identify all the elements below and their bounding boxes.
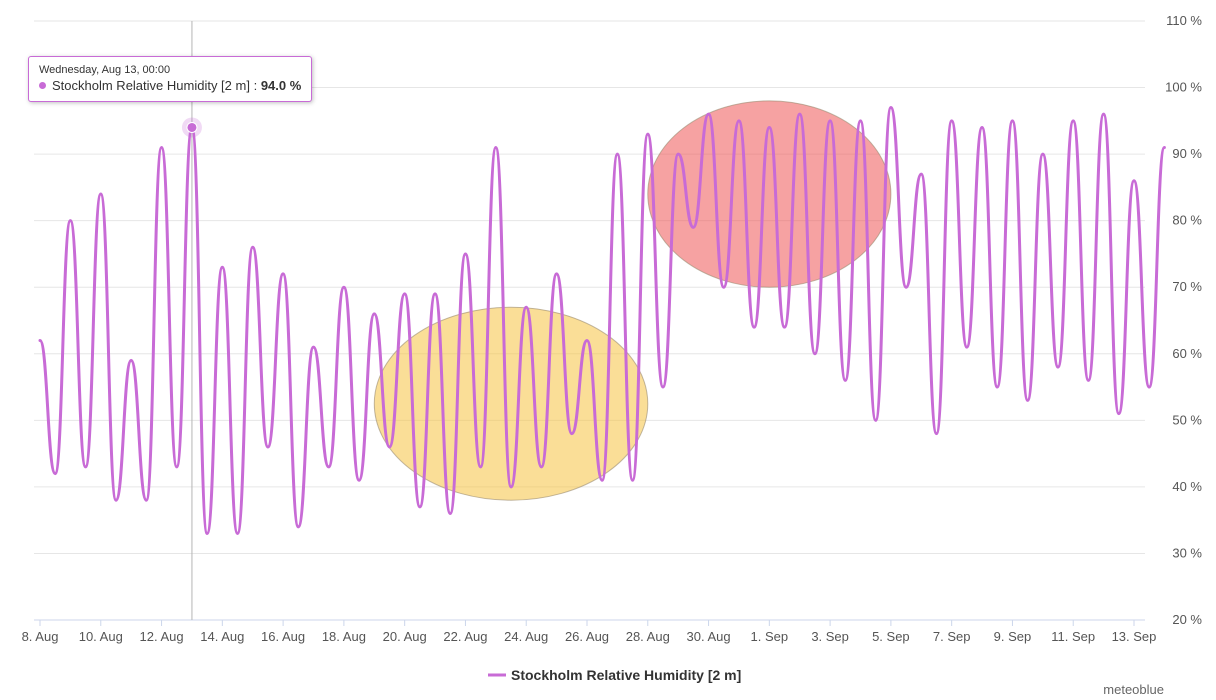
x-tick-label: 11. Sep xyxy=(1051,629,1095,644)
legend[interactable]: Stockholm Relative Humidity [2 m] xyxy=(488,667,741,683)
x-axis-labels: 8. Aug 10. Aug 12. Aug 14. Aug 16. Aug 18. Au… xyxy=(22,629,1157,644)
legend-label: Stockholm Relative Humidity [2 m] xyxy=(511,667,741,683)
tooltip-row: Stockholm Relative Humidity [2 m] : 94.0… xyxy=(39,77,301,95)
x-axis xyxy=(34,619,1145,626)
y-tick-label-50: 50 % xyxy=(1172,412,1202,427)
tooltip-value: 94.0 % xyxy=(260,78,302,93)
series-line-stockholm-humidity[interactable] xyxy=(38,106,1166,535)
x-tick-label: 24. Aug xyxy=(504,629,548,644)
y-axis-labels: 20 % 30 % 40 % 50 % 60 % 70 % 80 % 90 % 100 % 110… xyxy=(1165,13,1202,627)
hover-point[interactable] xyxy=(186,121,198,133)
x-tick-label: 8. Aug xyxy=(22,629,59,644)
y-tick-label-100: 100 % xyxy=(1165,80,1202,95)
x-tick-label: 5. Sep xyxy=(872,629,910,644)
tooltip-series-name: Stockholm Relative Humidity [2 m] xyxy=(52,78,250,93)
highlight-ellipse-1 xyxy=(373,306,649,501)
y-tick-label-70: 70 % xyxy=(1172,279,1202,294)
y-tick-label-110: 110 % xyxy=(1166,13,1202,28)
y-tick-label-20: 20 % xyxy=(1172,612,1202,627)
tooltip-date: Wednesday, Aug 13, 00:00 xyxy=(39,64,171,76)
tooltip-separator: : xyxy=(253,78,258,93)
x-tick-label: 3. Sep xyxy=(811,629,849,644)
highlight-ellipse-2 xyxy=(647,100,892,288)
x-tick-label: 13. Sep xyxy=(1112,629,1157,644)
x-tick-label: 30. Aug xyxy=(687,629,731,644)
y-tick-label-40: 40 % xyxy=(1172,479,1202,494)
y-tick-label-30: 30 % xyxy=(1172,545,1202,560)
x-tick-label: 22. Aug xyxy=(443,629,487,644)
y-tick-label-80: 80 % xyxy=(1172,213,1202,228)
y-tick-label-60: 60 % xyxy=(1172,346,1202,361)
x-tick-label: 20. Aug xyxy=(383,629,427,644)
x-tick-label: 28. Aug xyxy=(626,629,670,644)
highlight-ellipses xyxy=(373,100,892,501)
x-tick-label: 7. Sep xyxy=(933,629,971,644)
x-tick-label: 14. Aug xyxy=(200,629,244,644)
x-tick-label: 1. Sep xyxy=(751,629,789,644)
credit-text[interactable]: meteoblue xyxy=(1103,682,1164,697)
x-tick-label: 16. Aug xyxy=(261,629,305,644)
x-tick-label: 10. Aug xyxy=(79,629,123,644)
x-tick-label: 26. Aug xyxy=(565,629,609,644)
tooltip-series-dot xyxy=(39,82,46,89)
tooltip: Wednesday, Aug 13, 00:00 Stockholm Relat… xyxy=(28,56,313,102)
x-tick-label: 9. Sep xyxy=(994,629,1032,644)
x-tick-label: 12. Aug xyxy=(140,629,184,644)
y-tick-label-90: 90 % xyxy=(1172,146,1202,161)
x-tick-label: 18. Aug xyxy=(322,629,366,644)
